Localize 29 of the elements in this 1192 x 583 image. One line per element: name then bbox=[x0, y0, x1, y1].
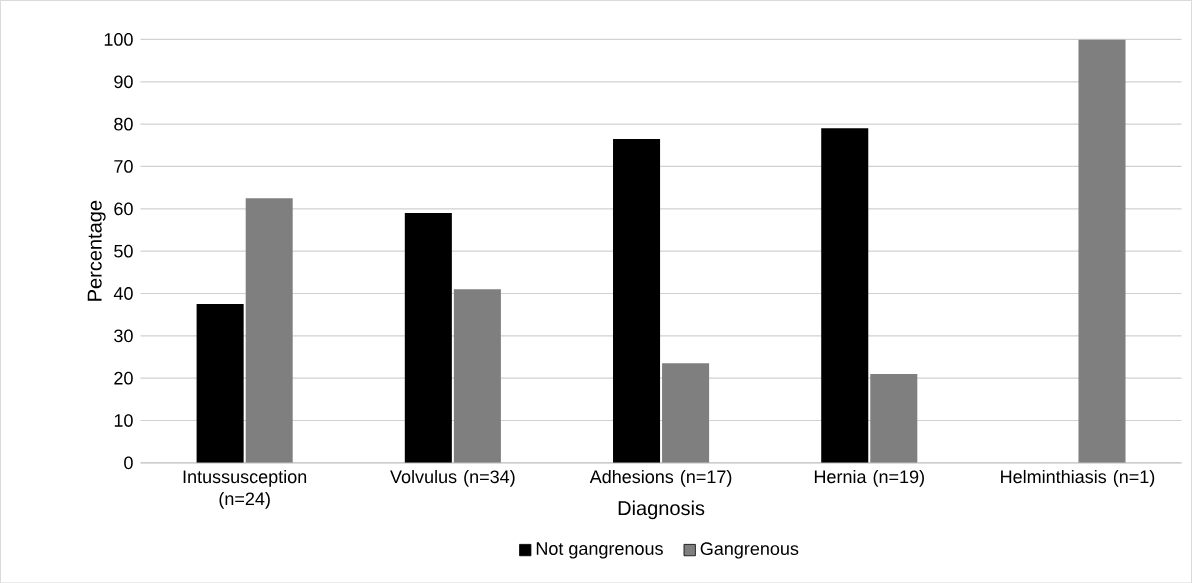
y-tick-label: 100 bbox=[104, 32, 133, 46]
y-tick-label: 0 bbox=[124, 456, 133, 470]
x-tick-label: Volvulus (n=34) bbox=[390, 469, 515, 487]
x-tick-label: Intussusception (n=24) bbox=[183, 469, 307, 509]
y-tick-label: 70 bbox=[114, 159, 133, 173]
y-tick-label: 40 bbox=[113, 286, 133, 300]
x-tick-label: Adhesions (n=17) bbox=[589, 469, 732, 487]
bar bbox=[613, 138, 661, 463]
y-tick-label: 10 bbox=[114, 413, 133, 427]
y-axis-title: Percentage bbox=[87, 200, 106, 301]
y-tick-label: 20 bbox=[114, 371, 133, 385]
bar bbox=[821, 128, 869, 463]
y-tick-label: 60 bbox=[114, 202, 133, 216]
bar bbox=[662, 363, 710, 463]
y-tick-label: 30 bbox=[114, 329, 133, 343]
legend-label: Not gangrenous bbox=[536, 542, 663, 559]
x-axis-title: Diagnosis bbox=[618, 500, 705, 519]
bar bbox=[870, 373, 918, 463]
bar bbox=[1078, 39, 1126, 463]
x-tick-label: Hernia (n=19) bbox=[814, 469, 924, 487]
bar bbox=[404, 212, 452, 463]
bar bbox=[196, 303, 244, 463]
bar bbox=[453, 289, 501, 463]
y-tick-label: 90 bbox=[114, 75, 133, 88]
x-tick-label: Helminthiasis (n=1) bbox=[1001, 469, 1155, 487]
bar bbox=[245, 198, 293, 463]
legend-label: Gangrenous bbox=[700, 542, 799, 559]
y-tick-label: 80 bbox=[114, 117, 133, 131]
y-tick-label: 50 bbox=[114, 244, 133, 258]
